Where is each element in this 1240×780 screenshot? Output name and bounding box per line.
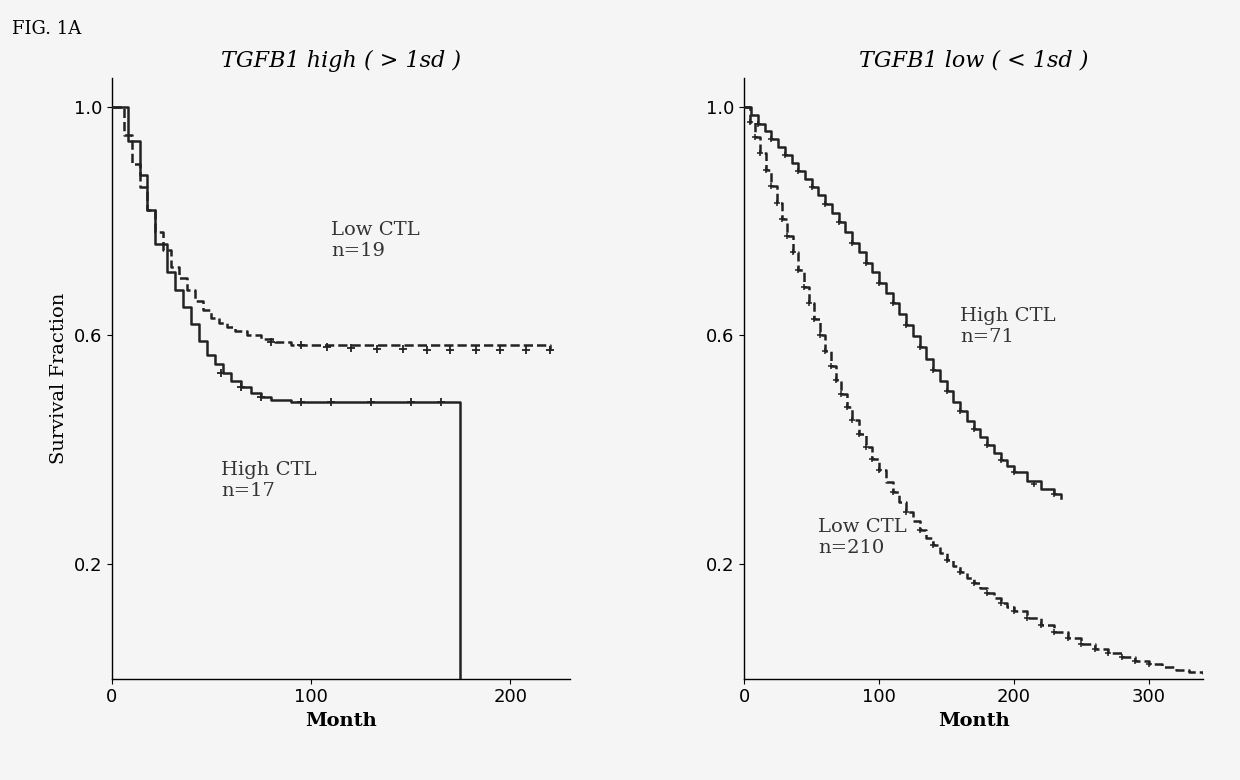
Y-axis label: Survival Fraction: Survival Fraction [50, 292, 68, 464]
Text: Low CTL
n=210: Low CTL n=210 [818, 519, 908, 557]
X-axis label: Month: Month [937, 712, 1009, 730]
Title: TGFB1 low ( < 1sd ): TGFB1 low ( < 1sd ) [859, 50, 1089, 72]
Text: Low CTL
n=19: Low CTL n=19 [331, 221, 419, 260]
Title: TGFB1 high ( > 1sd ): TGFB1 high ( > 1sd ) [221, 50, 461, 72]
Text: High CTL
n=17: High CTL n=17 [221, 461, 317, 500]
Text: High CTL
n=71: High CTL n=71 [960, 307, 1055, 346]
Text: FIG. 1A: FIG. 1A [12, 20, 82, 37]
X-axis label: Month: Month [305, 712, 377, 730]
